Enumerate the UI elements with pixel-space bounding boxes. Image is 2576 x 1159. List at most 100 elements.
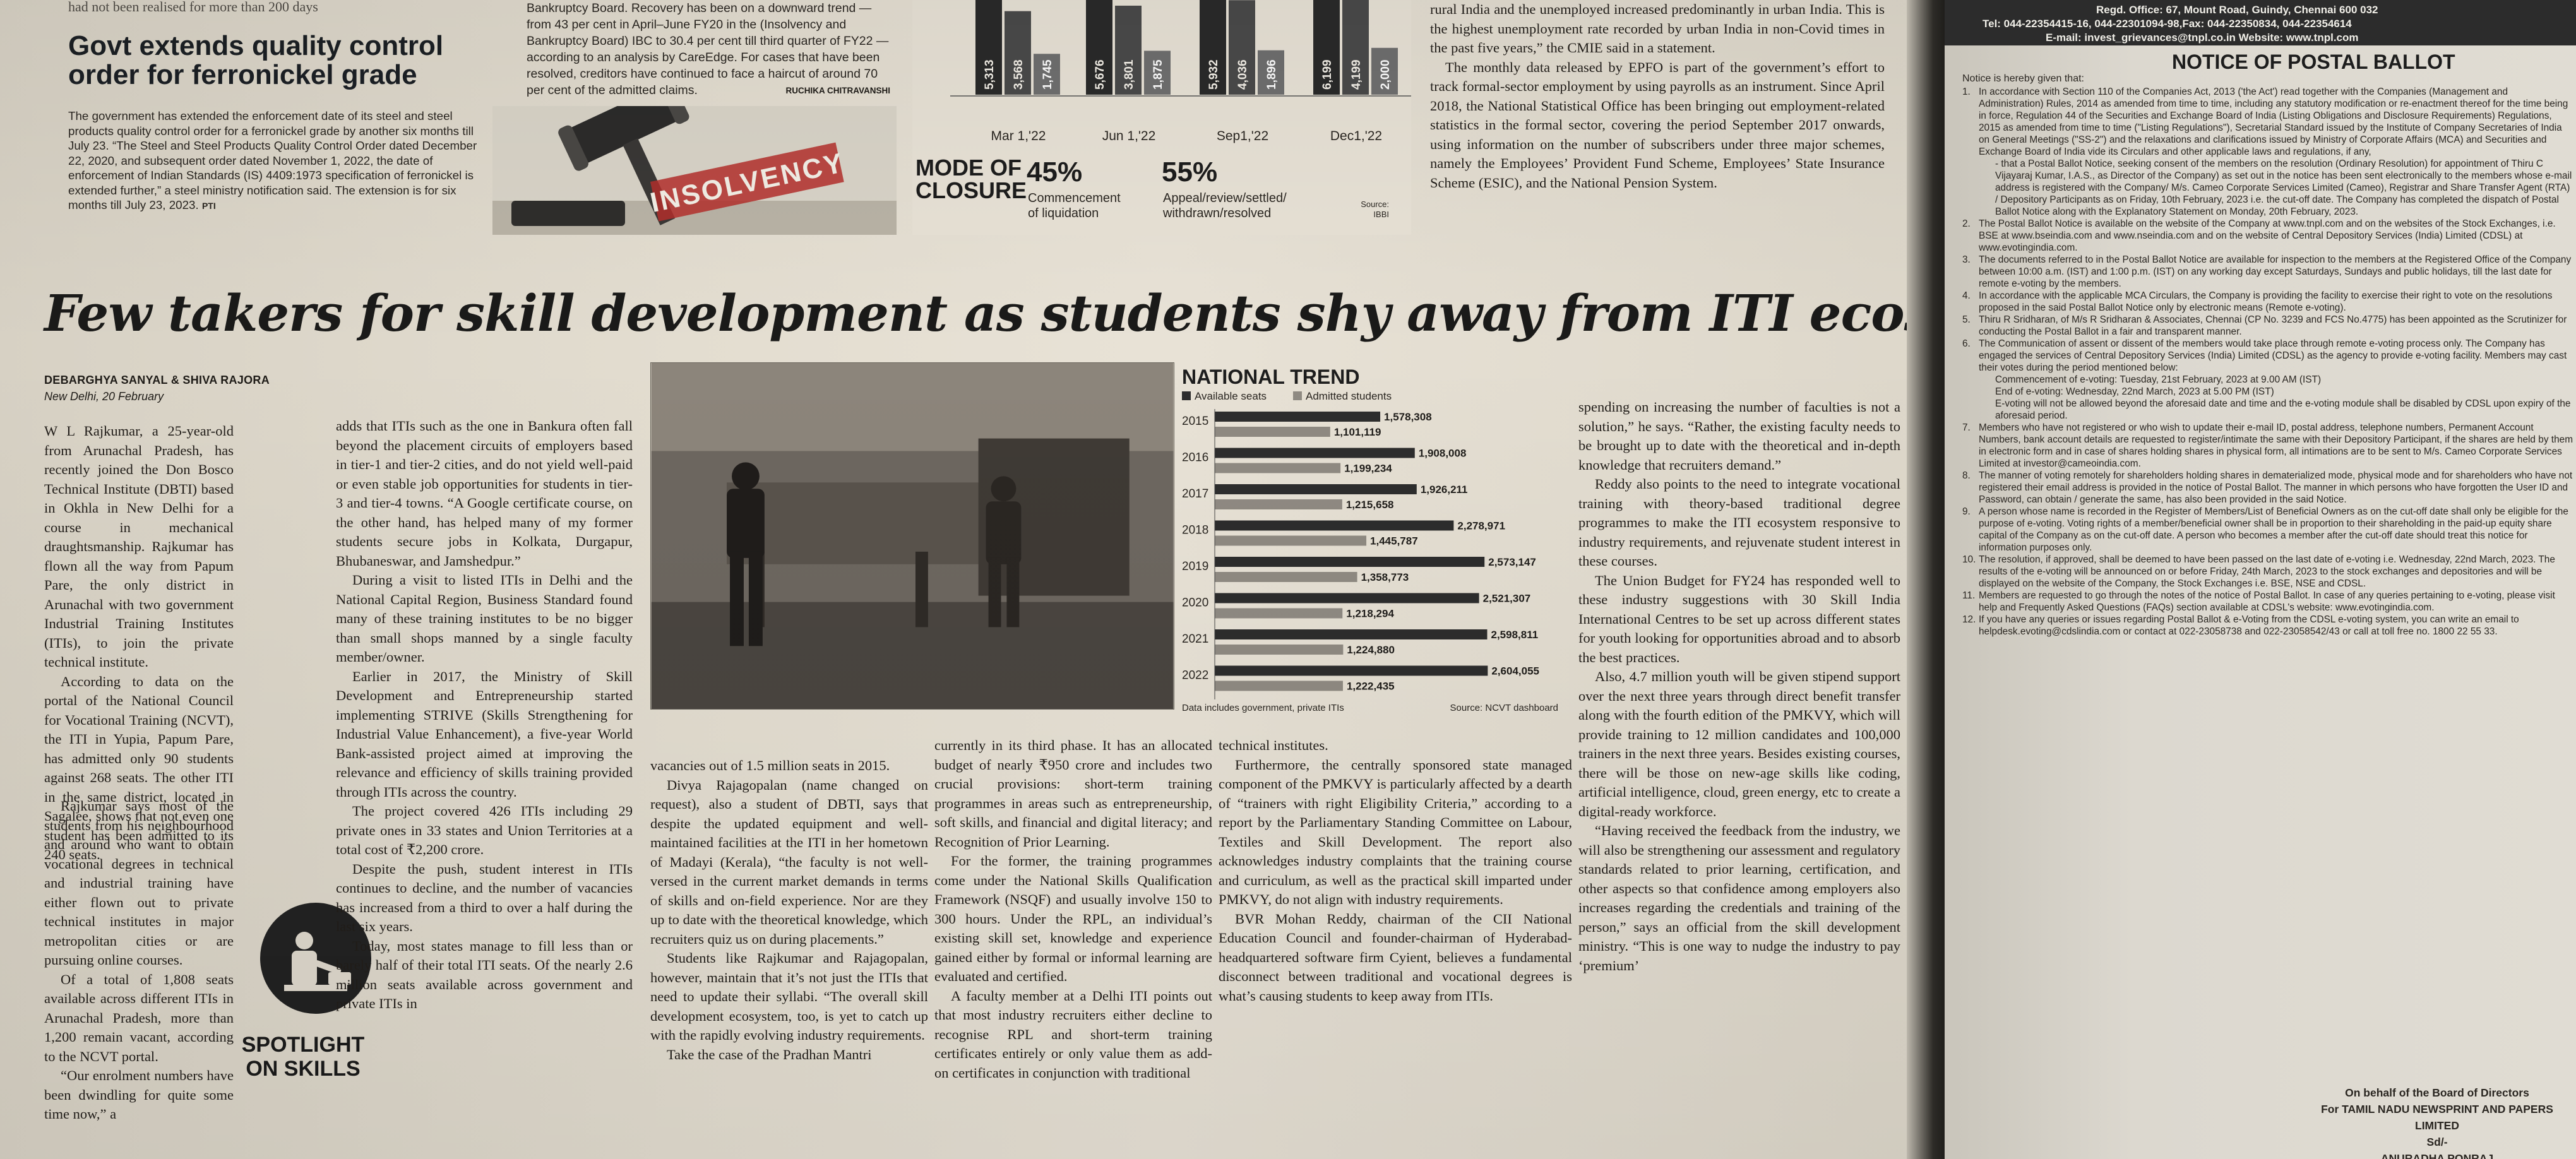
notice-phone-fax: Tel: 044-22354415-16, 044-22301094-98,Fa… bbox=[1983, 18, 2352, 30]
closure-bar bbox=[1258, 50, 1284, 95]
story-paragraph: The Union Budget for FY24 has responded … bbox=[1578, 572, 1900, 665]
notice-item-text: The Communication of assent or dissent o… bbox=[1979, 338, 2567, 373]
trend-bar-value: 2,598,811 bbox=[1491, 629, 1539, 641]
trend-year-label: 2017 bbox=[1182, 487, 1208, 501]
trend-bar bbox=[1215, 645, 1344, 655]
signature-line-4: ANURADHA PONRAJ bbox=[2380, 1152, 2494, 1159]
trend-year-label: 2018 bbox=[1182, 524, 1208, 537]
trend-bar bbox=[1215, 665, 1488, 676]
story-column-2: adds that ITIs such as the one in Bankur… bbox=[336, 417, 633, 1014]
story-paragraph: Rajkumar says most of the students from … bbox=[44, 798, 234, 968]
story-paragraph: Earlier in 2017, the Ministry of Skill D… bbox=[336, 668, 633, 800]
trend-bar-value: 2,521,307 bbox=[1483, 593, 1531, 605]
trend-title: NATIONAL TREND bbox=[1182, 366, 1359, 388]
trend-bar bbox=[1215, 484, 1417, 494]
brief-body-text: The government has extended the enforcem… bbox=[68, 109, 477, 211]
story-paragraph: Today, most states manage to fill less t… bbox=[336, 937, 633, 1012]
story-column-4: currently in its third phase. It has an … bbox=[934, 736, 1212, 1083]
story-paragraph: “Our enrolment numbers have been dwindli… bbox=[44, 1067, 234, 1122]
trend-bar bbox=[1215, 463, 1341, 473]
trend-bar bbox=[1215, 593, 1479, 603]
story-dateline: New Delhi, 20 February bbox=[44, 390, 164, 403]
trend-bar-value: 1,445,787 bbox=[1370, 535, 1418, 547]
closure-bar bbox=[1229, 0, 1255, 95]
trend-bar-value: 1,358,773 bbox=[1361, 571, 1409, 583]
trend-bar-value: 1,199,234 bbox=[1344, 463, 1392, 475]
notice-item-text: A person whose name is recorded in the R… bbox=[1979, 506, 2568, 553]
closure-bar-value: 1,875 bbox=[1152, 59, 1165, 90]
signature-line-1: On behalf of the Board of Directors bbox=[2345, 1086, 2529, 1099]
story-paragraph: technical institutes. bbox=[1219, 737, 1328, 753]
closure-category-label: Sep1,'22 bbox=[1217, 129, 1268, 143]
story-paragraph: adds that ITIs such as the one in Bankur… bbox=[336, 418, 633, 569]
notice-item-text: In accordance with Section 110 of the Co… bbox=[1979, 86, 2568, 157]
notice-header-bar bbox=[1945, 0, 2576, 45]
notice-item-text: The Postal Ballot Notice is available on… bbox=[1979, 218, 2556, 253]
notice-item-number: 6. bbox=[1962, 338, 1971, 349]
notice-item-text: E-voting will not be allowed beyond the … bbox=[1995, 398, 2571, 421]
trend-bar-value: 1,215,658 bbox=[1346, 499, 1394, 511]
resolved-label-2: withdrawn/resolved bbox=[1163, 206, 1272, 220]
signature-line-2: For TAMIL NADU NEWSPRINT AND PAPERS LIMI… bbox=[2321, 1103, 2553, 1132]
closure-bar bbox=[1200, 0, 1226, 95]
story-byline: DEBARGHYA SANYAL & SHIVA RAJORA bbox=[44, 374, 270, 386]
notice-item: 5. Thiru R Sridharan, of M/s R Sridharan … bbox=[1962, 314, 2575, 338]
trend-bar-value: 1,578,308 bbox=[1384, 411, 1432, 423]
trend-year-label: 2020 bbox=[1182, 597, 1208, 610]
trend-bar bbox=[1215, 520, 1454, 531]
notice-item-text: In accordance with the applicable MCA Ci… bbox=[1979, 290, 2553, 313]
trend-bar-value: 1,222,435 bbox=[1347, 681, 1395, 692]
closure-bar-value: 2,000 bbox=[1379, 59, 1392, 90]
closure-bar bbox=[1005, 11, 1031, 95]
closure-bar bbox=[975, 0, 1002, 95]
trend-bar bbox=[1215, 572, 1357, 582]
trend-bar-value: 2,278,971 bbox=[1457, 520, 1505, 532]
trend-bar bbox=[1215, 608, 1343, 619]
trend-bar bbox=[1215, 535, 1367, 546]
closure-bar bbox=[1371, 47, 1398, 95]
brief-body: The government has extended the enforcem… bbox=[68, 109, 479, 214]
trend-year-label: 2021 bbox=[1182, 633, 1208, 646]
notice-item: 8. The manner of voting remotely for shar… bbox=[1962, 470, 2575, 506]
story-paragraph: Students like Rajkumar and Rajagopalan, … bbox=[650, 950, 928, 1043]
closure-bar bbox=[1086, 0, 1112, 95]
closure-bar bbox=[1115, 5, 1142, 95]
trend-bar-value: 1,926,211 bbox=[1421, 484, 1468, 496]
closure-bar-value: 5,676 bbox=[1094, 59, 1107, 90]
snippet-text: had not been realised for more than 200 … bbox=[68, 0, 318, 15]
notice-item-number: 10. bbox=[1962, 554, 1976, 565]
spotlight-on-skills-logo: SPOTLIGHT ON SKILLS bbox=[242, 903, 371, 1081]
notice-item-number: 12. bbox=[1962, 614, 1976, 625]
spotlight-title-1: SPOTLIGHT bbox=[242, 1033, 365, 1057]
brief-headline: Govt extends quality control order for f… bbox=[68, 30, 444, 90]
mode-of-closure-title-2: CLOSURE bbox=[915, 177, 1027, 203]
closure-category-label: Dec1,'22 bbox=[1330, 129, 1382, 143]
notice-item-text: The resolution, if approved, shall be de… bbox=[1979, 554, 2555, 589]
unemployment-paragraph-1: rural India and the unemployed increased… bbox=[1430, 1, 1885, 56]
closure-bar bbox=[1034, 54, 1060, 95]
story-column-6: spending on increasing the number of fac… bbox=[1578, 398, 1900, 975]
notice-item: 1. In accordance with Section 110 of the … bbox=[1962, 86, 2575, 158]
legend-label: Admitted students bbox=[1306, 390, 1392, 402]
story-paragraph: Take the case of the Pradhan Mantri bbox=[667, 1046, 872, 1062]
story-paragraph: Despite the push, student interest in IT… bbox=[336, 860, 633, 935]
story-paragraph: spending on increasing the number of fac… bbox=[1578, 399, 1900, 473]
trend-bar-value: 1,218,294 bbox=[1346, 608, 1394, 620]
worker-figure bbox=[986, 476, 1022, 627]
notice-item-text: The manner of voting remotely for shareh… bbox=[1979, 470, 2573, 505]
closure-bar-value: 3,801 bbox=[1123, 59, 1136, 90]
notice-item-text: Members who have not registered or who w… bbox=[1979, 422, 2573, 469]
notice-item: - that a Postal Ballot Notice, seeking c… bbox=[1995, 158, 2575, 218]
closure-bar-value: 4,199 bbox=[1350, 59, 1363, 90]
notice-item: 4. In accordance with the applicable MCA … bbox=[1962, 290, 2575, 314]
closure-bar-chart: 5,313 3,568 1,745 Mar 1,'22 5,676 3,801 1,875 J… bbox=[912, 0, 1411, 235]
story-paragraph: Of a total of 1,808 seats available acro… bbox=[44, 971, 234, 1064]
closure-bar bbox=[1342, 0, 1369, 95]
trend-bar bbox=[1215, 681, 1343, 691]
story-paragraph: A faculty member at a Delhi ITI points o… bbox=[934, 987, 1212, 1081]
trend-bar-value: 2,604,055 bbox=[1491, 665, 1539, 677]
spotlight-title-2: ON SKILLS bbox=[246, 1057, 360, 1081]
closure-bar bbox=[1313, 0, 1340, 95]
trend-bar bbox=[1215, 448, 1415, 458]
story-paragraph: According to data on the portal of the N… bbox=[44, 673, 234, 863]
